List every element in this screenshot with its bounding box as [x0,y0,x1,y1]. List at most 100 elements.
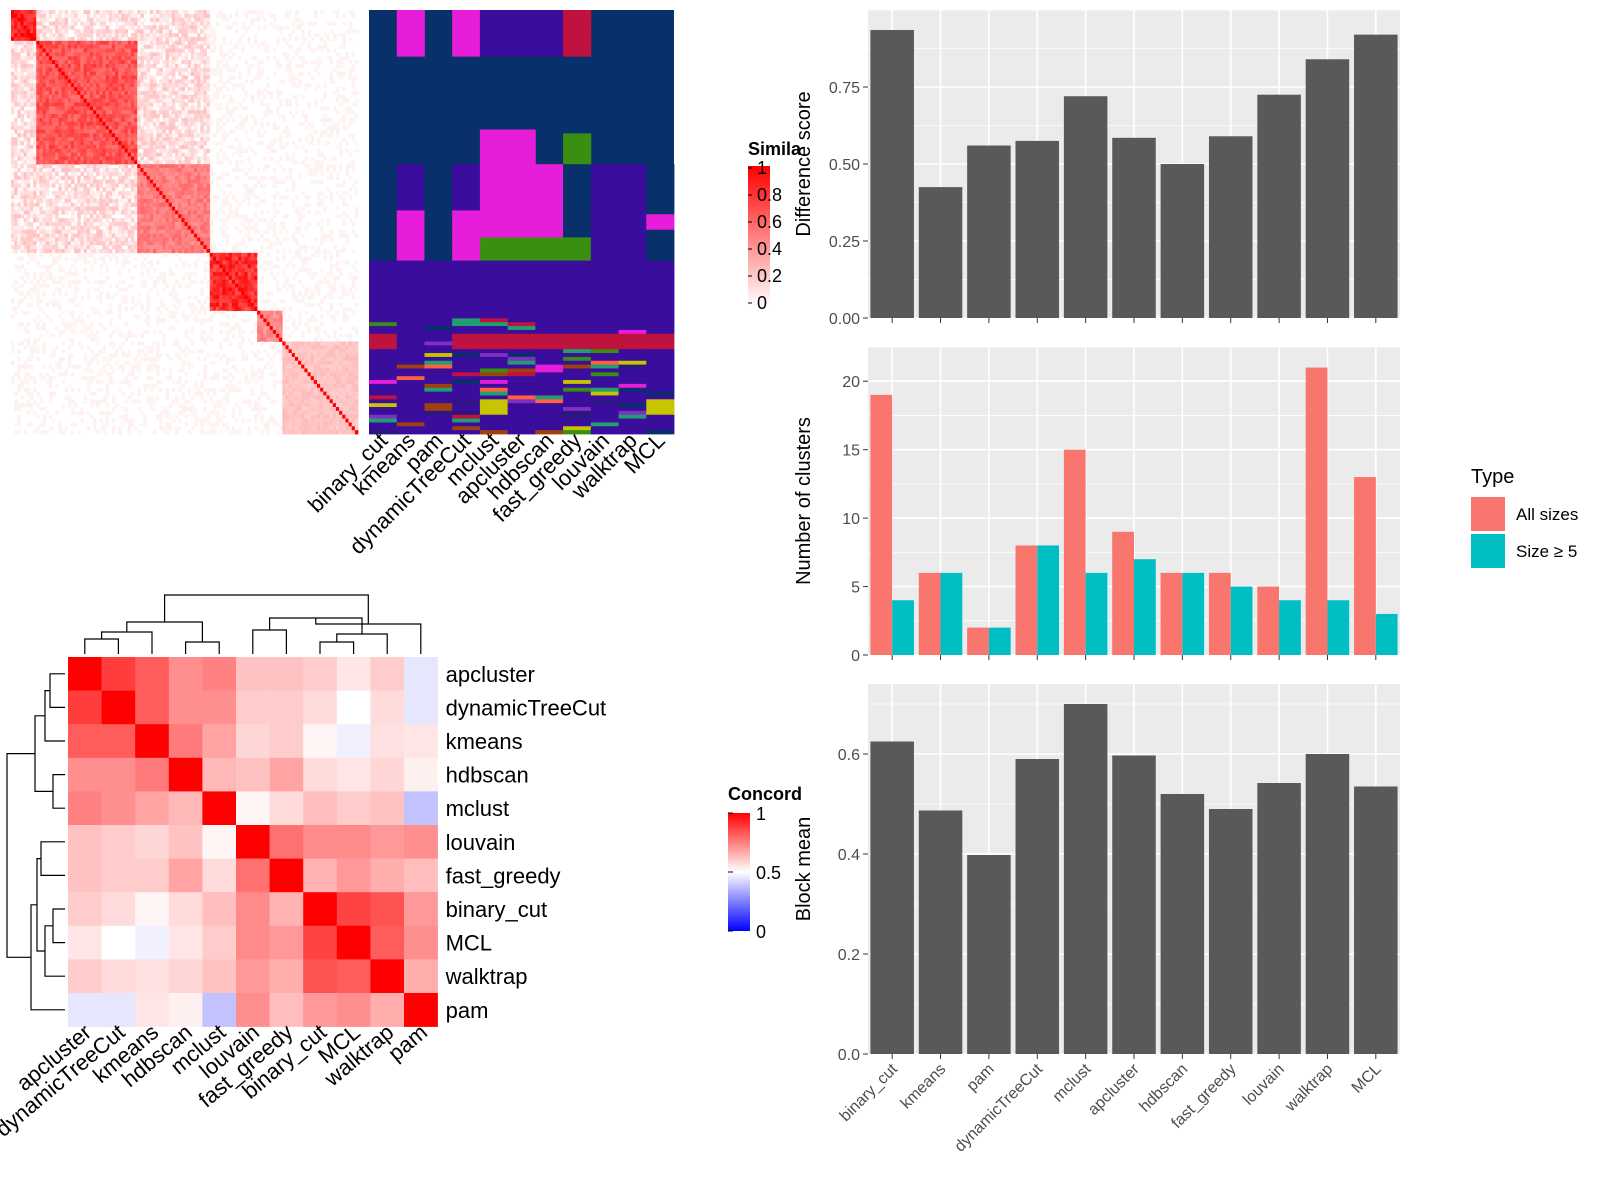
similarity-cell [184,283,189,288]
similarity-cell [184,156,189,161]
similarity-cell [115,87,119,92]
similarity-cell [212,245,217,250]
similarity-cell [124,98,129,103]
similarity-cell [269,13,274,19]
similarity-cell [58,168,62,173]
similarity-cell [159,164,163,169]
similarity-cell [178,25,182,30]
similarity-cell [26,210,31,215]
similarity-cell [231,106,236,111]
similarity-cell [203,152,207,157]
similarity-cell [143,40,148,46]
similarity-cell [247,168,252,173]
similarity-cell [48,272,53,277]
similarity-cell [137,117,141,123]
similarity-cell [203,168,207,173]
similarity-cell [121,102,125,107]
similarity-cell [42,87,47,92]
similarity-cell [335,63,340,69]
similarity-cell [288,260,293,265]
similarity-cell [168,117,173,123]
similarity-cell [241,264,245,269]
similarity-cell [156,275,160,281]
similarity-cell [294,110,299,115]
similarity-cell [86,79,91,84]
similarity-cell [335,175,340,180]
similarity-cell [162,13,166,19]
similarity-cell [99,17,103,22]
similarity-cell [105,36,110,42]
similarity-cell [29,44,34,49]
similarity-cell [58,191,62,196]
similarity-cell [42,98,47,103]
similarity-cell [140,141,144,146]
similarity-cell [304,117,308,123]
similarity-cell [105,102,110,107]
similarity-cell [48,29,53,34]
similarity-cell [288,36,293,42]
similarity-cell [181,25,185,30]
similarity-cell [45,110,50,115]
similarity-cell [156,117,160,123]
similarity-cell [130,283,135,288]
similarity-cell [96,237,100,242]
similarity-cell [105,191,110,196]
similarity-cell [310,60,315,65]
similarity-cell [48,21,53,26]
similarity-cell [187,248,192,254]
similarity-cell [115,125,119,130]
similarity-cell [184,94,189,100]
similarity-cell [250,148,255,154]
similarity-cell [11,156,15,161]
similarity-cell [193,60,198,65]
similarity-cell [96,141,100,146]
similarity-cell [61,233,66,238]
similarity-cell [178,218,182,223]
similarity-cell [354,210,359,215]
similarity-cell [222,133,226,138]
similarity-cell [23,79,28,84]
similarity-cell [301,206,305,211]
similarity-cell [313,48,318,53]
similarity-cell [29,52,34,57]
similarity-cell [105,137,110,142]
similarity-cell [80,63,84,69]
similarity-cell [190,218,195,223]
similarity-cell [11,141,15,146]
similarity-cell [143,241,148,246]
similarity-cell [307,222,312,227]
similarity-cell [121,218,125,223]
similarity-cell [42,114,47,119]
similarity-cell [156,83,160,88]
similarity-cell [171,179,176,184]
similarity-cell [77,33,81,38]
similarity-cell [200,183,204,188]
similarity-cell [222,114,226,119]
similarity-cell [320,164,324,169]
similarity-cell [168,110,173,115]
similarity-cell [238,71,242,76]
similarity-cell [165,40,170,46]
similarity-cell [86,187,91,192]
similarity-cell [14,141,18,146]
similarity-cell [190,137,195,142]
similarity-cell [178,160,182,165]
similarity-cell [193,233,198,238]
similarity-cell [111,36,116,42]
similarity-cell [140,110,144,115]
similarity-cell [42,272,47,277]
similarity-cell [206,279,211,285]
similarity-cell [298,248,302,254]
similarity-cell [244,60,248,65]
similarity-cell [197,52,201,57]
similarity-cell [178,94,182,100]
similarity-cell [206,79,211,84]
similarity-cell [190,245,195,250]
similarity-cell [108,148,113,154]
similarity-cell [48,206,53,211]
similarity-cell [83,160,88,165]
similarity-cell [61,94,66,100]
similarity-cell [61,202,66,207]
similarity-cell [301,121,305,127]
similarity-cell [212,29,217,34]
